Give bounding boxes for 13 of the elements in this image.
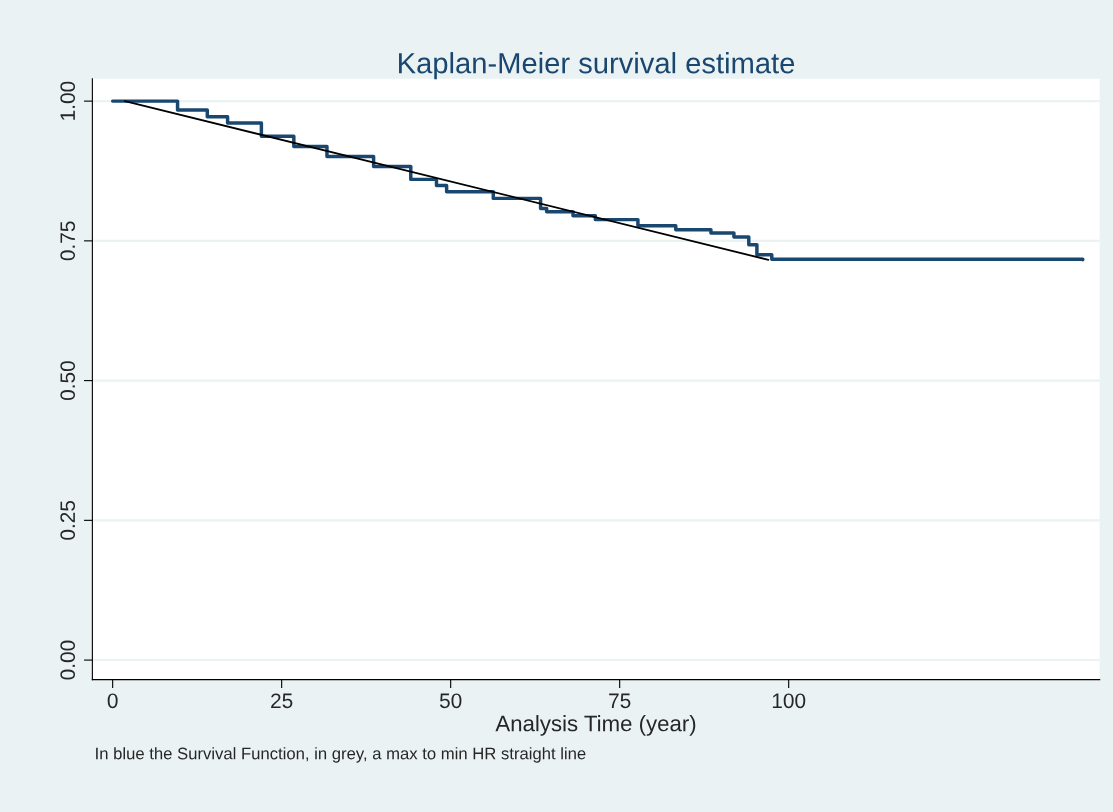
y-tick-label: 0.50 bbox=[60, 361, 76, 401]
y-tick-label: 0.75 bbox=[60, 221, 76, 261]
text: In blue the Survival Function, in grey, a max to min HR straight line bbox=[96, 747, 586, 763]
x-tick-label: 100 bbox=[772, 693, 806, 709]
chart-title: Kaplan-Meier survival estimate bbox=[399, 52, 795, 80]
x-tick-label: 25 bbox=[271, 693, 293, 709]
y-tick-label: 1.00 bbox=[60, 81, 76, 120]
x-axis-title: Analysis Time (year) bbox=[495, 715, 696, 736]
y-tick-label: 0.25 bbox=[60, 500, 76, 540]
y-tick-label: 0.00 bbox=[60, 640, 76, 680]
x-tick-label: 0 bbox=[107, 693, 118, 709]
x-tick-label: 50 bbox=[439, 693, 462, 709]
x-tick-label: 75 bbox=[609, 693, 631, 709]
